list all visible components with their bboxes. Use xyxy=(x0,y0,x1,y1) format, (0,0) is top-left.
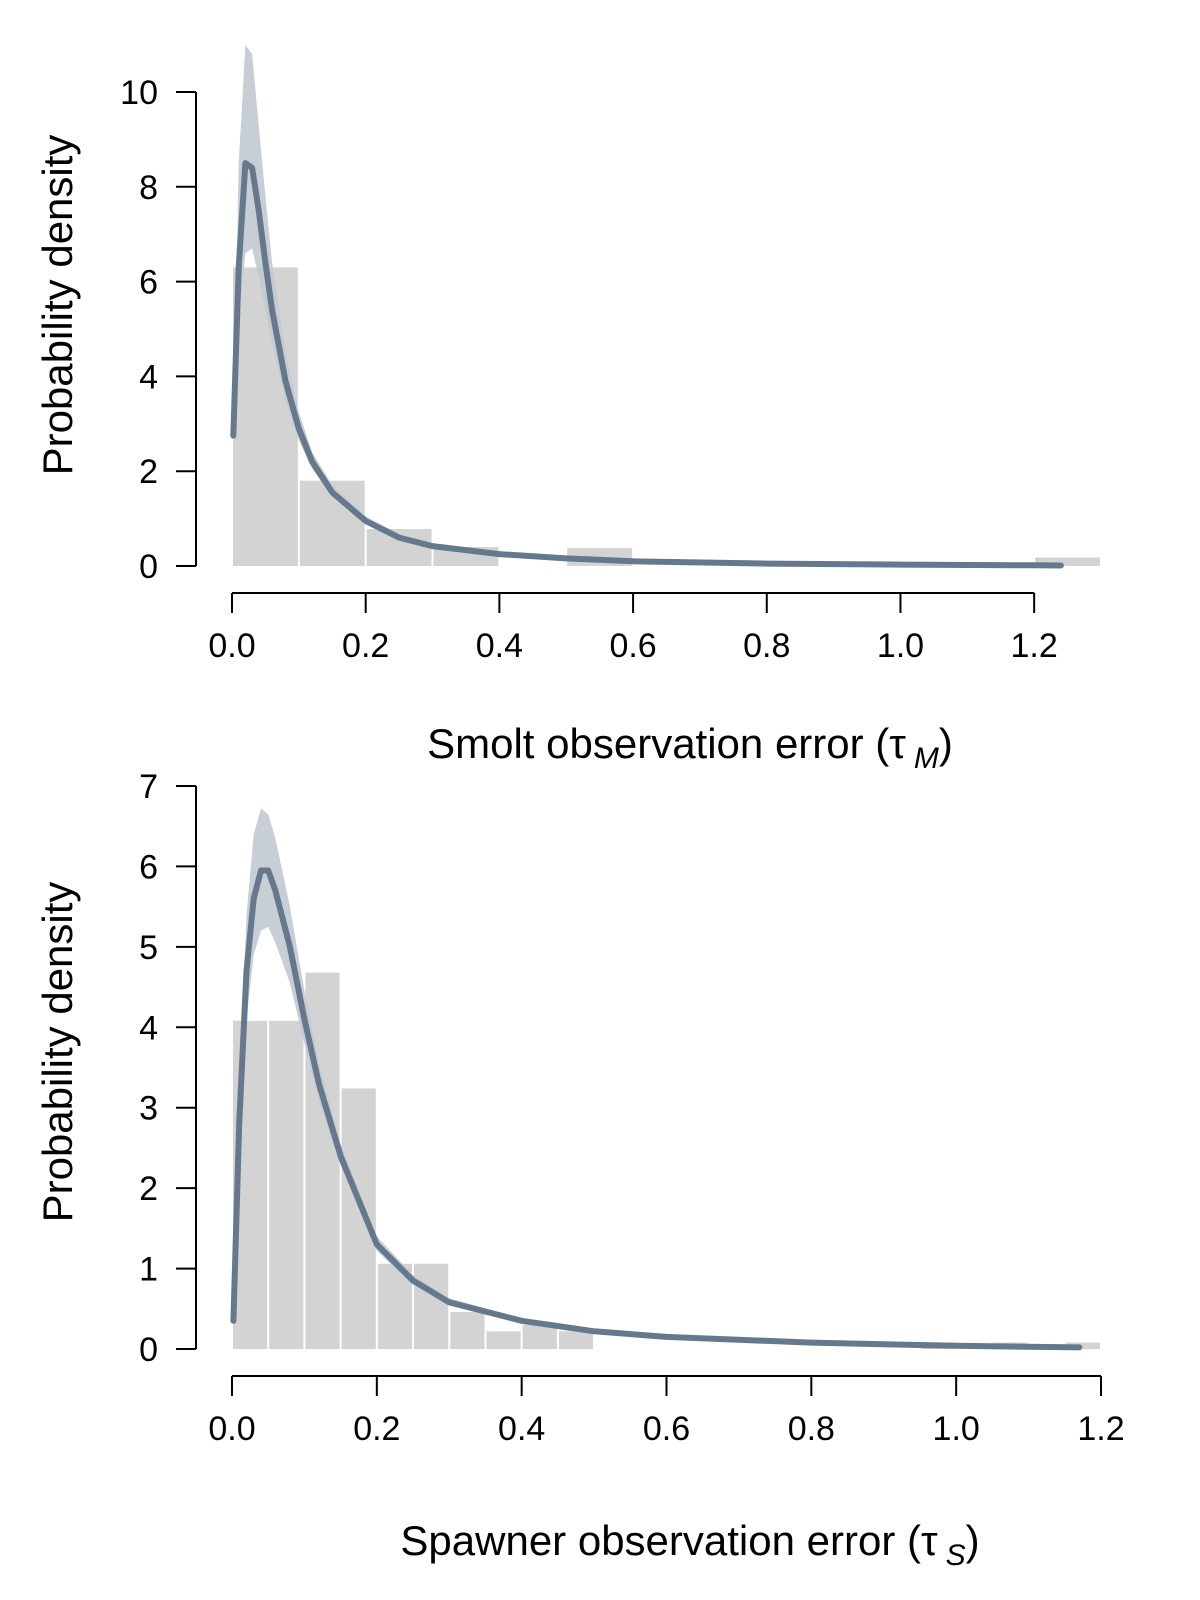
smolt-histogram xyxy=(233,267,1100,566)
spawner-density-curve xyxy=(230,867,1083,1351)
smolt-x-axis-label: Smolt observation error (τ M) xyxy=(427,720,953,775)
spawner-y-tick-label-2: 2 xyxy=(139,1170,158,1208)
spawner-y-tick-label-4: 4 xyxy=(139,1009,158,1047)
spawner-x-tick-label-4: 0.8 xyxy=(788,1410,835,1448)
smolt-y-tick-label-3: 6 xyxy=(139,264,158,302)
spawner-y-tick-label-7: 7 xyxy=(139,768,158,806)
smolt-x-tick-label-3: 0.6 xyxy=(609,627,656,665)
smolt-y-tick-label-5: 10 xyxy=(120,74,158,112)
smolt-y-tick-label-0: 0 xyxy=(139,548,158,586)
spawner-hist-bar-3 xyxy=(341,1088,376,1349)
smolt-x-tick-label-2: 0.4 xyxy=(476,627,523,665)
spawner-y-tick-label-0: 0 xyxy=(139,1331,158,1369)
spawner-panel: 0 1 2 3 4 5 6 7 0.0 0.2 0.4 0.6 0.8 1.0 1.2 Spawner ob… xyxy=(34,768,1125,1572)
spawner-hist-bar-8 xyxy=(522,1324,557,1349)
spawner-axes: 0 1 2 3 4 5 6 7 0.0 0.2 0.4 0.6 0.8 1.0 1.2 xyxy=(139,768,1125,1448)
spawner-hist-bar-6 xyxy=(450,1312,485,1349)
smolt-x-tick-label-6: 1.2 xyxy=(1011,627,1058,665)
smolt-axes: 0 2 4 6 8 10 0.0 0.2 0.4 0.6 0.8 1.0 1.2 xyxy=(120,74,1058,665)
smolt-density-curve xyxy=(230,160,1064,569)
smolt-x-tick-label-4: 0.8 xyxy=(743,627,790,665)
spawner-hist-bar-5 xyxy=(414,1263,449,1349)
spawner-y-axis-label: Probability density xyxy=(34,882,81,1223)
smolt-x-tick-label-1: 0.2 xyxy=(342,627,389,665)
spawner-hist-bar-9 xyxy=(558,1331,594,1349)
smolt-hist-bar-0 xyxy=(233,267,298,566)
smolt-panel: 0 2 4 6 8 10 0.0 0.2 0.4 0.6 0.8 1.0 1.2 Smolt obser… xyxy=(34,44,1100,775)
spawner-hist-bar-7 xyxy=(486,1331,521,1349)
smolt-y-tick-label-1: 2 xyxy=(139,453,158,491)
spawner-x-tick-label-6: 1.2 xyxy=(1077,1410,1124,1448)
smolt-x-tick-label-0: 0.0 xyxy=(208,627,255,665)
smolt-y-axis-label: Probability density xyxy=(34,135,81,476)
spawner-hist-bar-1 xyxy=(269,1020,304,1349)
spawner-x-tick-label-3: 0.6 xyxy=(643,1410,690,1448)
spawner-x-axis-label: Spawner observation error (τ S) xyxy=(400,1517,979,1572)
spawner-y-tick-label-1: 1 xyxy=(139,1251,158,1289)
spawner-x-tick-label-0: 0.0 xyxy=(208,1410,255,1448)
smolt-x-tick-label-5: 1.0 xyxy=(877,627,924,665)
spawner-y-tick-label-5: 5 xyxy=(139,929,158,967)
spawner-y-tick-label-3: 3 xyxy=(139,1090,158,1128)
smolt-hist-bar-5 xyxy=(1035,557,1100,566)
smolt-y-tick-label-2: 4 xyxy=(139,358,158,396)
spawner-x-tick-label-2: 0.4 xyxy=(498,1410,545,1448)
spawner-histogram xyxy=(233,972,1100,1349)
smolt-y-tick-label-4: 8 xyxy=(139,169,158,207)
spawner-y-tick-label-6: 6 xyxy=(139,848,158,886)
spawner-x-tick-label-5: 1.0 xyxy=(933,1410,980,1448)
spawner-x-tick-label-1: 0.2 xyxy=(353,1410,400,1448)
spawner-hist-bar-12 xyxy=(1065,1342,1100,1349)
